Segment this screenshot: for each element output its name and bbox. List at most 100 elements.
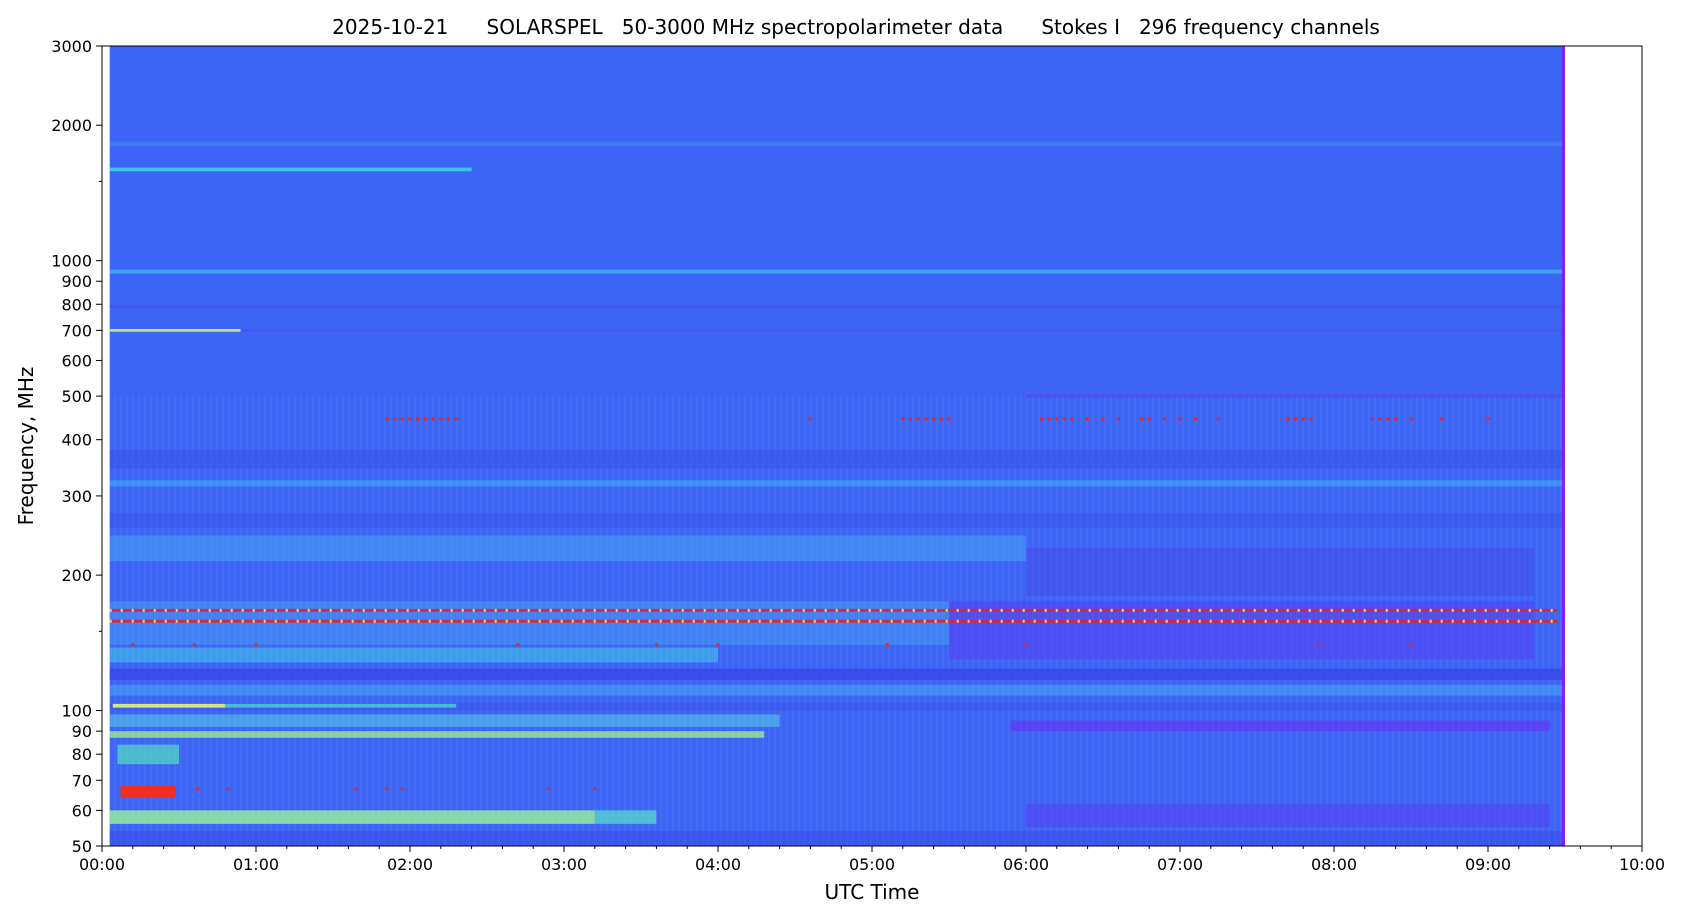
rfi-dot-0-13	[916, 417, 920, 421]
spectrogram-band-8	[109, 480, 1566, 487]
chart-title: 2025-10-21 SOLARSPEL 50-3000 MHz spectro…	[332, 15, 1380, 39]
rfi-dot-0-1	[393, 417, 397, 421]
rfi-dot-0-31	[1217, 417, 1220, 421]
rfi-dot-0-19	[1047, 417, 1051, 421]
rfi-dot-2-3	[385, 787, 389, 791]
spectrogram-band-11	[1026, 547, 1535, 596]
rfi-dot-0-35	[1309, 417, 1313, 421]
rfi-dot-0-36	[1371, 417, 1374, 421]
rfi-dot-1-0	[131, 643, 135, 647]
y-tick-label-3: 80	[72, 745, 92, 764]
y-tick-label-13: 900	[61, 272, 92, 291]
rfi-dot-0-15	[932, 417, 936, 421]
rfi-dot-0-27	[1147, 417, 1151, 421]
rfi-dot-0-12	[909, 417, 912, 421]
spectrogram-band-29	[1561, 46, 1565, 846]
plot-area	[109, 46, 1566, 846]
y-tick-label-10: 600	[61, 351, 92, 370]
spectrogram-band-9	[109, 512, 1566, 528]
y-tick-label-11: 700	[61, 321, 92, 340]
rfi-dot-2-5	[547, 787, 551, 791]
rfi-dot-0-7	[439, 417, 443, 421]
spectrogram-band-0	[109, 141, 1566, 146]
rfi-dot-0-42	[1486, 417, 1490, 421]
y-tick-label-16: 3000	[51, 37, 92, 56]
x-tick-label-4: 04:00	[695, 855, 741, 874]
spectrogram-band-20	[109, 714, 780, 727]
rfi-dot-2-4	[400, 787, 404, 791]
rfi-dot-1-7	[1024, 643, 1028, 647]
rfi-dot-0-30	[1193, 417, 1197, 421]
rfi-dot-0-21	[1063, 417, 1066, 421]
rfi-dot-0-17	[947, 417, 951, 421]
rfi-dot-2-1	[226, 787, 230, 791]
spectrogram-band-27	[1026, 803, 1550, 828]
rfi-dot-0-34	[1301, 417, 1305, 421]
spectrogram-band-4	[109, 328, 241, 332]
y-tick-label-8: 400	[61, 431, 92, 450]
y-tick-label-15: 2000	[51, 116, 92, 135]
rfi-dot-0-18	[1039, 417, 1043, 421]
y-tick-label-0: 50	[72, 837, 92, 856]
rfi-dot-0-37	[1378, 417, 1382, 421]
rfi-dot-1-2	[254, 643, 258, 647]
rfi-line-0	[109, 608, 1558, 612]
x-tick-label-7: 07:00	[1157, 855, 1203, 874]
y-tick-label-4: 90	[72, 722, 92, 741]
rfi-dot-0-25	[1116, 417, 1120, 421]
rfi-dot-0-26	[1140, 417, 1143, 421]
y-tick-label-12: 800	[61, 295, 92, 314]
rfi-dot-0-39	[1394, 417, 1398, 421]
rfi-line-1	[109, 619, 1558, 623]
x-tick-label-0: 00:00	[79, 855, 125, 874]
rfi-dot-2-2	[354, 787, 358, 791]
rfi-dot-2-0	[195, 787, 199, 791]
spectrogram-band-1	[109, 167, 472, 172]
rfi-dot-1-8	[1317, 643, 1321, 647]
rfi-dot-2-6	[593, 787, 597, 791]
spectrogram-band-5	[240, 328, 1566, 332]
spectrogram-band-7	[109, 449, 1566, 469]
spectrogram-band-18	[112, 703, 226, 708]
rfi-dot-1-1	[192, 643, 196, 647]
rfi-dot-1-6	[885, 643, 889, 647]
rfi-dot-0-38	[1386, 417, 1390, 421]
x-tick-label-10: 10:00	[1619, 855, 1665, 874]
spectrogram-band-6	[1026, 394, 1565, 399]
x-tick-label-2: 02:00	[387, 855, 433, 874]
y-tick-label-5: 100	[61, 702, 92, 721]
rfi-dot-0-32	[1286, 417, 1290, 421]
spectrogram-band-26	[594, 810, 657, 824]
spectrogram-band-25	[109, 810, 595, 824]
rfi-dot-0-4	[416, 417, 420, 421]
rfi-dot-0-6	[431, 417, 435, 421]
spectrogram-band-15	[109, 668, 1566, 680]
rfi-dot-0-22	[1070, 417, 1074, 421]
spectrogram-band-22	[1010, 720, 1550, 732]
rfi-dot-0-9	[454, 417, 458, 421]
y-tick-label-1: 60	[72, 801, 92, 820]
y-axis-title: Frequency, MHz	[14, 367, 38, 526]
spectrogram-band-2	[109, 269, 1566, 274]
spectrogram-band-16	[109, 684, 1566, 696]
rfi-dot-0-33	[1294, 417, 1297, 421]
y-tick-label-7: 300	[61, 487, 92, 506]
spectrogram-band-14	[109, 647, 718, 663]
x-tick-label-6: 06:00	[1003, 855, 1049, 874]
spectrogram-band-19	[225, 703, 457, 708]
rfi-dot-0-0	[385, 417, 389, 421]
rfi-dot-0-16	[939, 417, 943, 421]
spectrogram-band-24	[120, 785, 176, 798]
rfi-dot-1-4	[654, 643, 658, 647]
rfi-dot-1-3	[516, 643, 520, 647]
rfi-dot-0-28	[1163, 417, 1167, 421]
spectrogram-band-23	[117, 744, 179, 765]
rfi-dot-0-23	[1086, 417, 1090, 421]
y-tick-label-2: 70	[72, 771, 92, 790]
x-tick-label-3: 03:00	[541, 855, 587, 874]
rfi-dot-0-24	[1101, 417, 1105, 421]
spectrogram-band-17	[109, 702, 1566, 711]
rfi-dot-0-29	[1178, 417, 1182, 421]
